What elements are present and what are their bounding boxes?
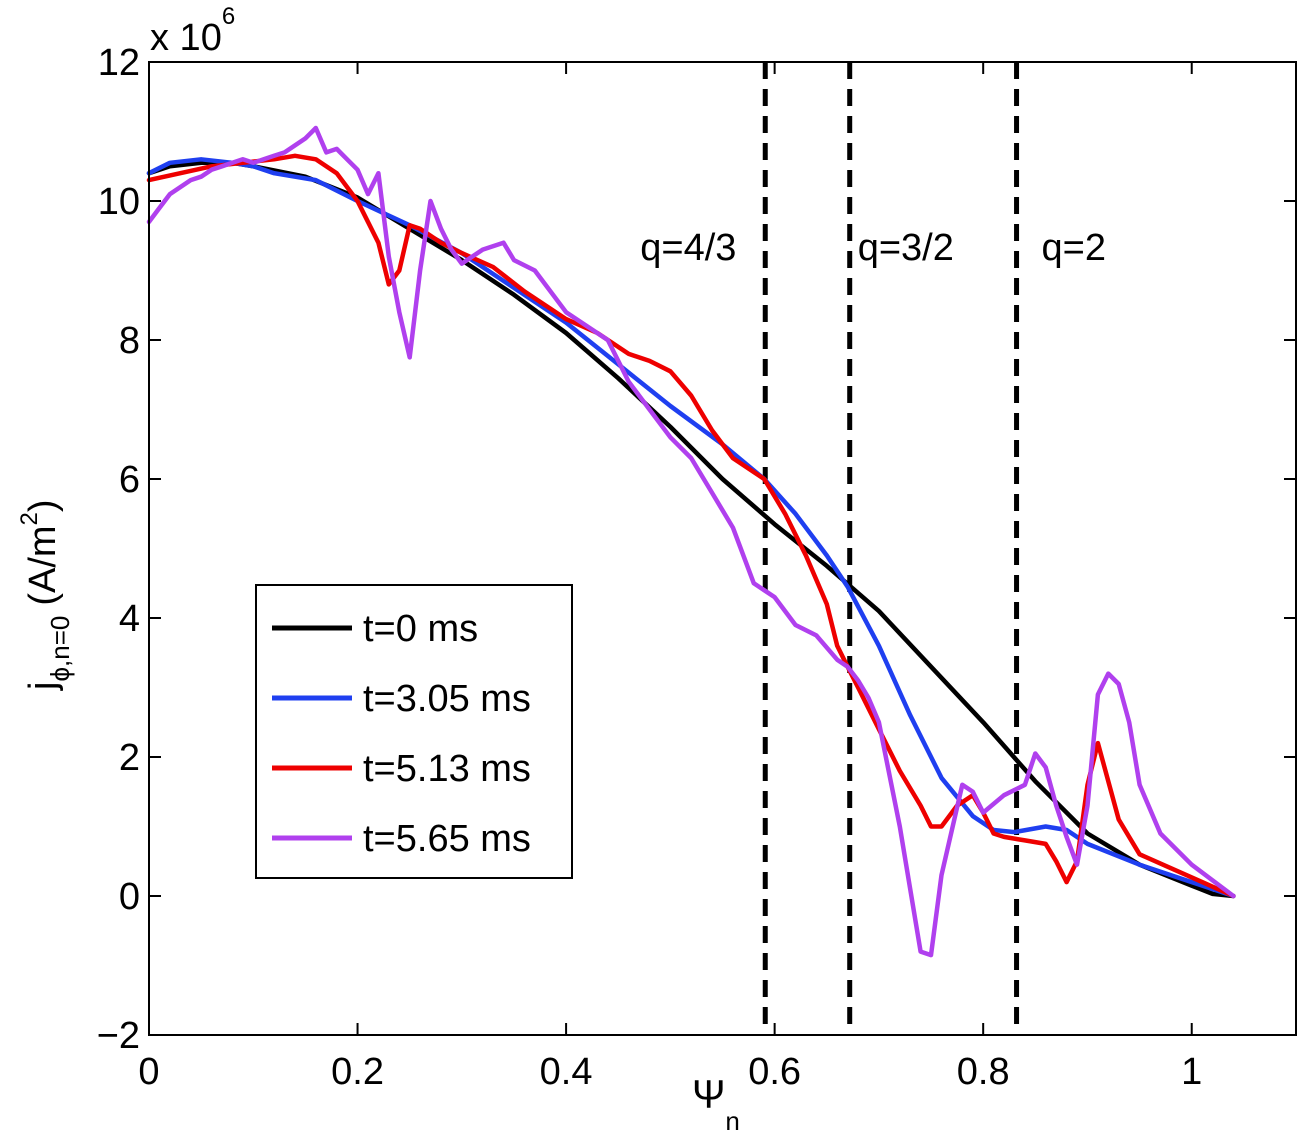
y-tick-label-7: 12: [98, 42, 140, 84]
x-tick-label-2: 0.4: [540, 1051, 593, 1093]
x-label-symbol: Ψ: [692, 1073, 725, 1117]
y-tick-label-1: 0: [119, 876, 140, 918]
y-tick-label-6: 10: [98, 181, 140, 223]
legend-label-1: t=3.05 ms: [363, 678, 531, 720]
resonant-surface-lines: q=4/3 q=3/2 q=2: [640, 62, 1106, 1035]
x-tick-label-3: 0.6: [748, 1051, 801, 1093]
x-tick-label-1: 0.2: [331, 1051, 384, 1093]
vline-label-2: q=2: [1042, 227, 1106, 269]
x-tick-label-4: 0.8: [957, 1051, 1010, 1093]
axes-box: [148, 61, 1297, 1036]
data-series: [146, 125, 1236, 958]
y-tick-label-2: 2: [119, 737, 140, 779]
series-line-1: [146, 157, 1236, 899]
x-tick-label-0: 0: [138, 1051, 159, 1093]
y-tick-label-3: 4: [119, 598, 140, 640]
legend: t=0 ms t=3.05 ms t=5.13 ms t=5.65 ms: [255, 584, 573, 879]
y-axis-multiplier: x 106: [150, 3, 235, 59]
x-label-subscript: n: [725, 1106, 739, 1136]
legend-label-2: t=5.13 ms: [363, 748, 531, 790]
legend-label-3: t=5.65 ms: [363, 818, 531, 860]
series-line-3: [146, 125, 1236, 958]
y-label-unit-close: ): [22, 499, 64, 512]
series-line-2: [146, 153, 1236, 899]
legend-label-0: t=0 ms: [363, 608, 478, 650]
y-label-unit: (A/m: [22, 525, 64, 605]
y-tick-label-4: 6: [119, 459, 140, 501]
y-axis-label: jϕ,n=0 (A/m2): [16, 499, 75, 691]
vline-label-0: q=4/3: [640, 227, 736, 269]
y-label-subscript: ϕ,n=0: [45, 616, 75, 682]
x-tick-label-5: 1: [1181, 1051, 1202, 1093]
y-label-symbol: j: [22, 682, 64, 691]
y-label-unit-exponent: 2: [16, 512, 43, 525]
y-tick-label-5: 8: [119, 320, 140, 362]
plot-area: [149, 62, 1296, 1035]
y-multiplier-exponent: 6: [222, 3, 235, 30]
y-tick-label-0: −2: [97, 1015, 140, 1057]
vline-label-1: q=3/2: [858, 227, 954, 269]
y-multiplier-prefix: x 10: [150, 17, 222, 59]
x-axis-label: Ψn: [692, 1073, 740, 1136]
legend-box: [255, 584, 573, 879]
